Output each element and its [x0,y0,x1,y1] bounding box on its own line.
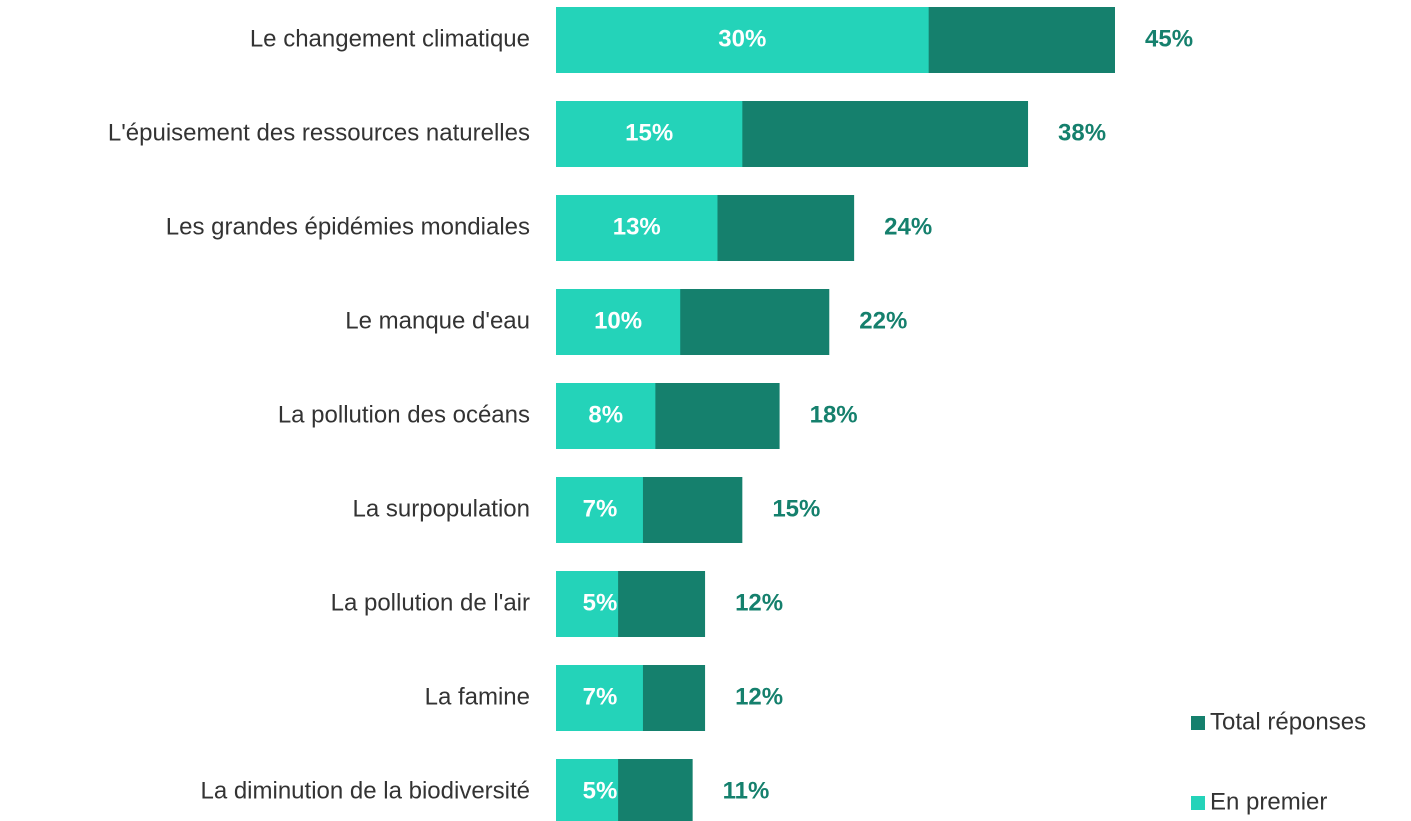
data-label: 11% [723,777,770,804]
data-label: 15% [772,495,820,522]
category-label: Les grandes épidémies mondiales [166,213,530,240]
data-label: 15% [625,119,673,146]
category-label: La pollution des océans [278,401,530,428]
category-label: L'épuisement des ressources naturelles [108,119,530,146]
bar [556,101,743,167]
category-label: La diminution de la biodiversité [200,777,530,804]
bar [556,477,643,543]
bar [556,289,681,355]
bar [556,665,643,731]
data-label: 30% [718,25,766,52]
data-label: 22% [859,307,907,334]
legend-swatch [1191,796,1205,810]
data-label: 12% [735,683,783,710]
legend-swatch [1191,716,1205,730]
bar [556,195,718,261]
legend-label: Total réponses [1210,708,1366,735]
category-label: La surpopulation [353,495,530,522]
category-label: Le manque d'eau [345,307,530,334]
bar [556,383,656,449]
bar [556,759,619,821]
data-label: 45% [1145,25,1193,52]
legend-label: En premier [1210,788,1327,815]
bar [556,571,619,637]
data-label: 24% [884,213,932,240]
data-label: 5% [583,589,618,616]
data-label: 18% [810,401,858,428]
category-label: La pollution de l'air [331,589,530,616]
data-label: 12% [735,589,783,616]
category-label: Le changement climatique [250,25,530,52]
data-label: 38% [1058,119,1106,146]
data-label: 7% [583,495,618,522]
data-label: 5% [583,777,618,804]
bar [556,7,929,73]
data-label: 8% [588,401,623,428]
data-label: 13% [613,213,661,240]
data-label: 10% [594,307,642,334]
category-label: La famine [425,683,530,710]
data-label: 7% [583,683,618,710]
